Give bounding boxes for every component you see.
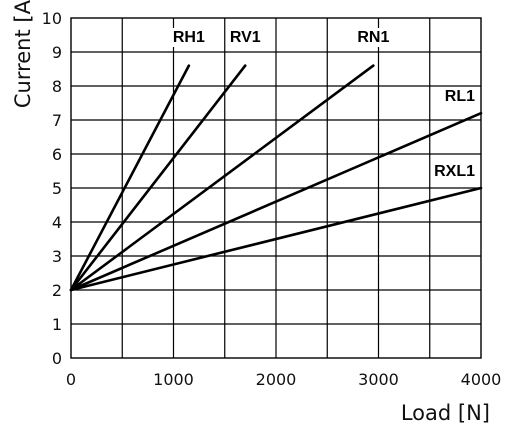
- series-line-rn1: [69, 64, 375, 292]
- series-lines: [69, 64, 483, 292]
- y-axis-label: Current [A]: [11, 0, 35, 108]
- y-tick-label: 6: [52, 145, 62, 164]
- series-label-rl1: RL1: [445, 88, 475, 105]
- x-tick-label: 0: [66, 370, 76, 389]
- series-label-background: [354, 28, 393, 47]
- y-tick-label: 2: [52, 281, 62, 300]
- x-tick-label: 4000: [461, 370, 502, 389]
- plot-border: [70, 17, 482, 359]
- series-label-background: [226, 28, 264, 47]
- y-tick-label: 8: [52, 77, 62, 96]
- series-label-rv1: RV1: [230, 29, 261, 46]
- series-labels: RH1 RV1 RN1 RL1 RXL1: [169, 28, 479, 181]
- series-label-background: [441, 87, 479, 107]
- y-tick-label: 0: [52, 349, 62, 368]
- series-label-rxl1: RXL1: [434, 163, 475, 180]
- y-tick-label: 5: [52, 179, 62, 198]
- x-tick-label: 3000: [358, 370, 399, 389]
- x-tick-labels: 0 1000 2000 3000 4000: [66, 370, 501, 389]
- y-tick-label: 3: [52, 247, 62, 266]
- series-label-background: [169, 28, 208, 47]
- series-label-rn1: RN1: [357, 29, 389, 46]
- plot-frame: [70, 17, 482, 359]
- series-line-rxl1: [69, 186, 483, 292]
- y-tick-label: 4: [52, 213, 62, 232]
- x-tick-label: 1000: [153, 370, 194, 389]
- y-tick-labels: 0 1 2 3 4 5 6 7 8 9 10: [42, 9, 62, 368]
- y-tick-label: 7: [52, 111, 62, 130]
- x-axis-label: Load [N]: [401, 401, 490, 425]
- y-tick-label: 9: [52, 43, 62, 62]
- x-tick-label: 2000: [256, 370, 297, 389]
- y-tick-label: 10: [42, 9, 62, 28]
- grid: [71, 18, 481, 358]
- series-label-background: [431, 162, 479, 181]
- series-label-rh1: RH1: [173, 29, 205, 46]
- series-line-rl1: [69, 111, 483, 292]
- series-line-rv1: [69, 64, 247, 292]
- series-line-rh1: [69, 64, 191, 292]
- y-tick-label: 1: [52, 315, 62, 334]
